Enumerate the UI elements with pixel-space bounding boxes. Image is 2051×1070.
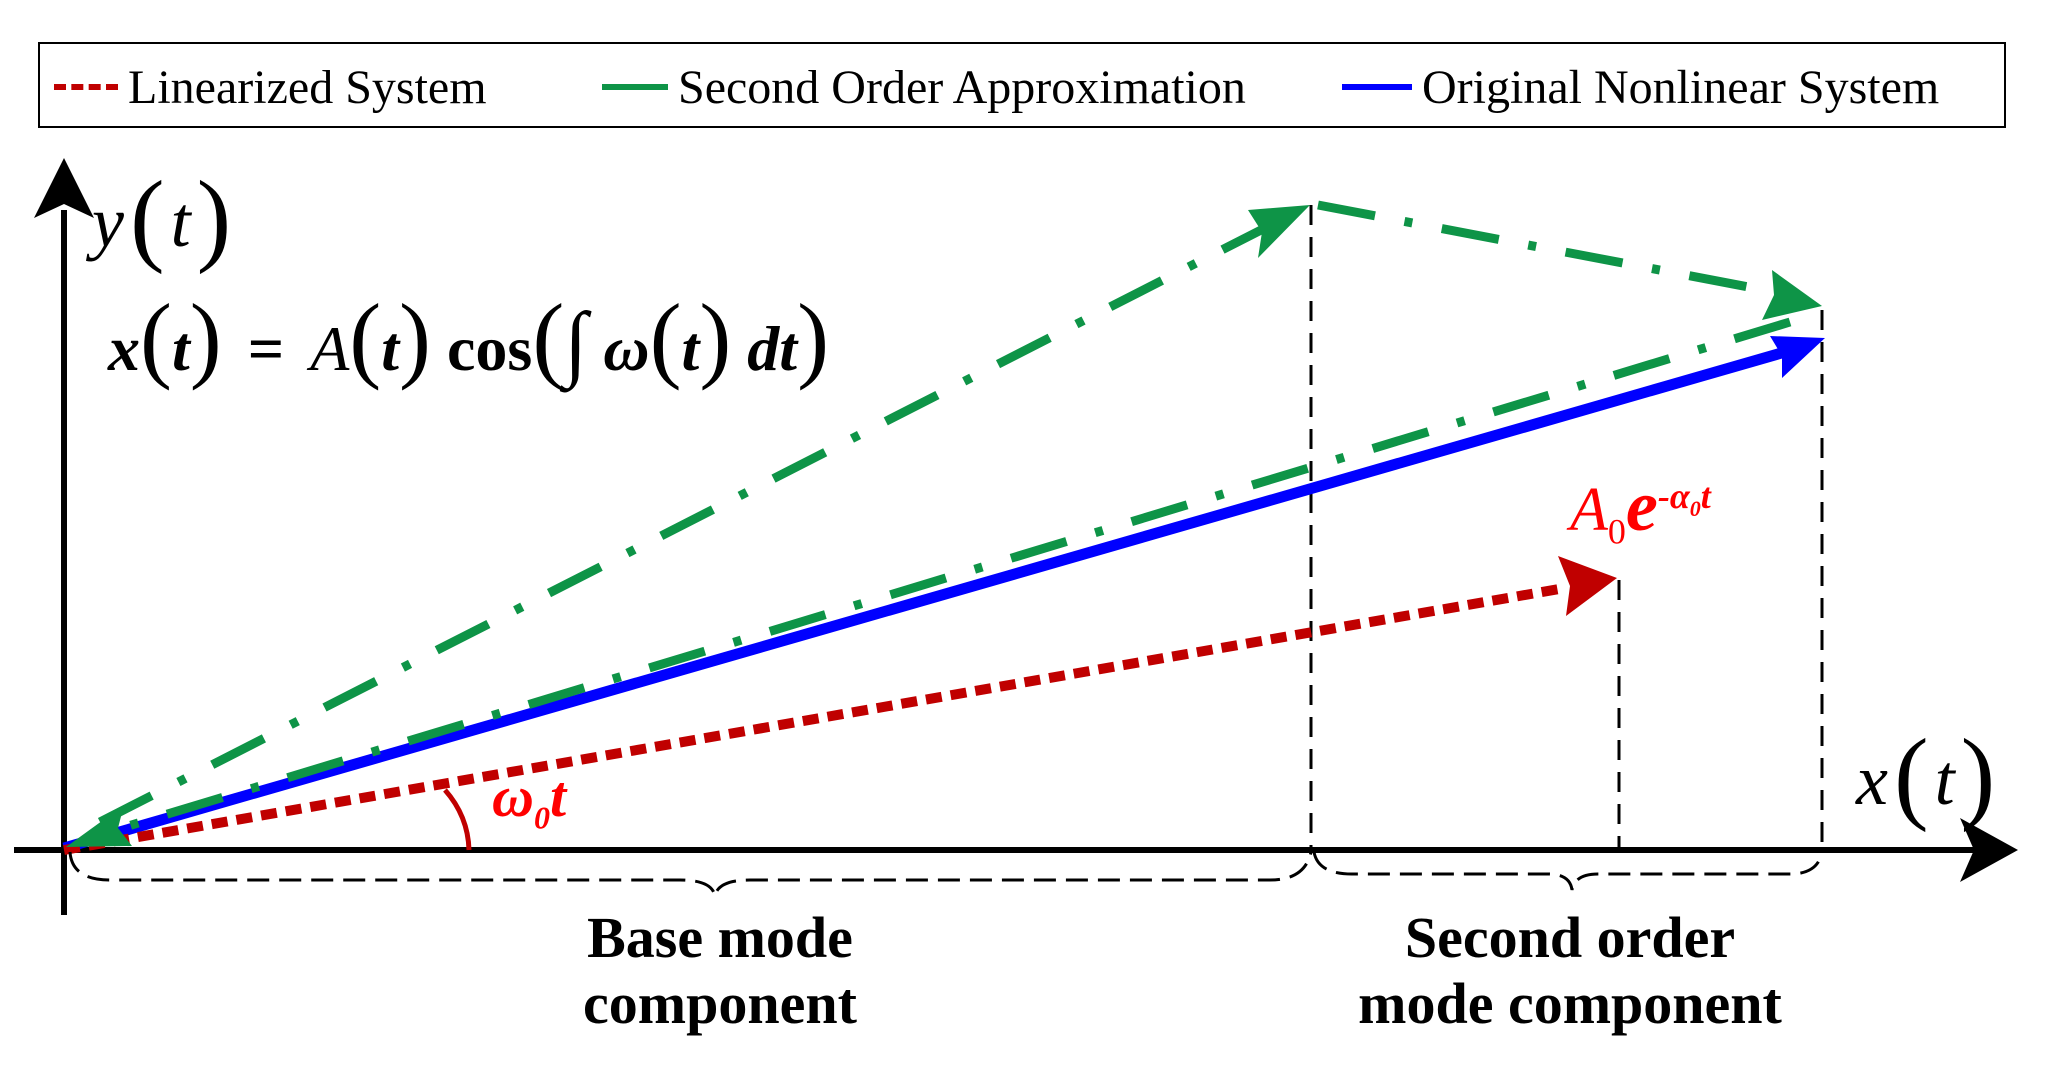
second-order-line1: Second order <box>1404 905 1736 970</box>
legend-item-second-order: Second Order Approximation <box>602 44 1246 130</box>
angle-arc <box>443 788 472 851</box>
amp-exp-t: t <box>1700 476 1711 517</box>
eq-omega: ω <box>603 313 650 384</box>
x-axis-arrowhead <box>1960 818 2018 882</box>
base-mode-line2: component <box>583 971 857 1036</box>
eq-paren: ) <box>399 284 431 391</box>
x-axis-paren-open: ( <box>1893 718 1929 833</box>
eq-paren: ) <box>189 284 222 391</box>
angle-omega: ω <box>492 764 534 829</box>
eq-paren: ) <box>797 284 830 391</box>
amp-exp: -α0t <box>1657 476 1711 520</box>
eq-t2: t <box>381 313 400 384</box>
legend-swatch-original <box>1342 84 1412 90</box>
brace-second-order <box>1312 851 1824 891</box>
angle-sub: 0 <box>533 799 550 836</box>
legend-label-original: Original Nonlinear System <box>1422 60 1940 114</box>
x-axis-paren-close: ) <box>1960 718 1996 833</box>
second-order-arrowhead-origin <box>66 805 132 847</box>
eq-paren: ( <box>532 284 565 391</box>
equation: x(t) = A(t) cos(∫ ω(t) dt) <box>108 290 829 386</box>
eq-cos: cos <box>447 313 533 384</box>
amp-A-sub: 0 <box>1607 511 1626 552</box>
linearized-system-arrowhead <box>1558 556 1617 616</box>
amp-e: e <box>1625 466 1658 546</box>
eq-equals: = <box>247 313 285 384</box>
eq-dt: dt <box>747 313 798 384</box>
legend-label-second-order: Second Order Approximation <box>678 60 1246 114</box>
y-axis-paren-close: ) <box>196 160 232 275</box>
base-mode-line1: Base mode <box>587 905 853 970</box>
legend-item-original: Original Nonlinear System <box>1342 44 1939 130</box>
legend-swatch-linearized <box>54 84 118 90</box>
legend-label-linearized: Linearized System <box>128 60 487 114</box>
amplitude-label: A0e-α0t <box>1570 470 1711 549</box>
y-axis <box>34 158 94 915</box>
x-axis <box>14 818 2018 882</box>
brace-base-mode <box>68 851 1313 897</box>
x-axis-arg: t <box>1934 740 1955 820</box>
original-system-vector <box>62 336 1825 854</box>
original-system-arrowhead <box>1770 336 1825 378</box>
second-order-arrowhead-2 <box>1762 270 1822 320</box>
legend-item-linearized: Linearized System <box>54 44 487 130</box>
eq-paren: ( <box>649 284 682 391</box>
legend-swatch-second-order <box>602 84 668 90</box>
eq-x: x <box>108 313 140 384</box>
second-order-arrowhead-1 <box>1248 205 1310 258</box>
y-axis-var: y <box>92 182 124 262</box>
amp-exp-sub: 0 <box>1689 496 1701 522</box>
base-mode-label: Base mode component <box>500 905 940 1037</box>
angle-label: ω0t <box>492 768 566 834</box>
eq-t1: t <box>171 313 190 384</box>
second-order-line2: mode component <box>1358 971 1782 1036</box>
eq-integral: ∫ <box>564 296 588 389</box>
second-order-label: Second order mode component <box>1300 905 1840 1037</box>
second-order-vectors <box>66 200 1822 847</box>
y-axis-arrowhead <box>34 158 94 218</box>
eq-paren: ) <box>699 284 732 391</box>
eq-A: A <box>310 313 350 384</box>
y-axis-paren-open: ( <box>129 160 165 275</box>
linearized-system-vector <box>63 556 1617 855</box>
y-axis-arg: t <box>170 182 191 262</box>
eq-t3: t <box>681 313 700 384</box>
eq-paren: ( <box>140 284 172 391</box>
eq-paren: ( <box>349 284 382 391</box>
angle-t: t <box>549 764 567 829</box>
x-axis-label: x(t) <box>1856 718 1995 828</box>
legend: Linearized System Second Order Approxima… <box>38 42 2006 128</box>
amp-A: A <box>1570 476 1608 544</box>
y-axis-label: y(t) <box>92 160 231 270</box>
amp-exp-alpha: -α <box>1657 476 1690 517</box>
x-axis-var: x <box>1856 740 1888 820</box>
